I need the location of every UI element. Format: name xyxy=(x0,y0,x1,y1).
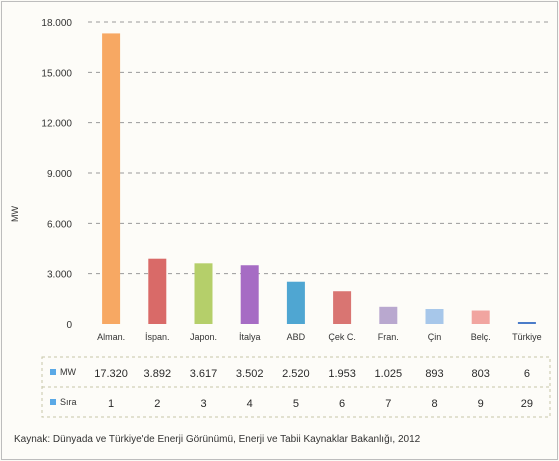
table-cell: 17.320 xyxy=(94,368,128,380)
source-note: Kaynak: Dünyada ve Türkiye'de Enerji Gör… xyxy=(14,434,421,445)
y-tick-label: 3.000 xyxy=(47,270,72,281)
x-category-label: İspan. xyxy=(145,332,170,342)
table-cell: 2.520 xyxy=(282,368,310,380)
table-cell: 7 xyxy=(385,398,391,410)
x-category-label: Belç. xyxy=(471,332,491,342)
legend-swatch xyxy=(50,369,56,375)
y-axis-label: MW xyxy=(10,206,20,222)
table-cell: 3.502 xyxy=(236,368,264,380)
table-cell: 9 xyxy=(478,398,484,410)
y-tick-label: 18.000 xyxy=(41,18,72,29)
y-tick-label: 15.000 xyxy=(41,68,72,79)
x-category-label: Fran. xyxy=(378,332,399,342)
table-cell: 6 xyxy=(339,398,345,410)
x-category-label: Çek C. xyxy=(328,332,356,342)
bar xyxy=(425,309,444,324)
table-cell: 2 xyxy=(154,398,160,410)
y-tick-label: 9.000 xyxy=(47,169,72,180)
x-category-label: Japon. xyxy=(190,332,217,342)
bar xyxy=(333,291,352,324)
y-tick-label: 0 xyxy=(66,320,72,331)
x-category-label: Çin xyxy=(428,332,442,342)
table-cell: 1 xyxy=(108,398,114,410)
table-cell: 3.617 xyxy=(190,368,218,380)
legend-label: MW xyxy=(60,367,76,377)
y-tick-label: 12.000 xyxy=(41,119,72,130)
bar xyxy=(102,33,121,325)
bar xyxy=(148,258,167,324)
bar xyxy=(286,281,305,324)
table-cell: 4 xyxy=(247,398,253,410)
table-cell: 1.953 xyxy=(328,368,356,380)
bars-layer xyxy=(102,33,536,325)
x-category-labels: Alman. İspan. Japon. İtalya ABD Çek C. Fran. Çi… xyxy=(97,332,542,342)
data-table: MW 17.320 3.892 3.617 3.502 2.520 1.953 1.025 89… xyxy=(41,356,551,418)
grid-layer: 0 3.000 6.000 9.000 12.000 15.000 18.000 xyxy=(41,18,550,331)
table-cell: 1.025 xyxy=(375,368,403,380)
x-category-label: ABD xyxy=(287,332,306,342)
table-cell: 6 xyxy=(524,368,530,380)
table-cell: 5 xyxy=(293,398,299,410)
x-category-label: Alman. xyxy=(97,332,125,342)
table-cell: 803 xyxy=(472,368,490,380)
table-cell: 8 xyxy=(431,398,437,410)
bar xyxy=(471,310,490,324)
table-cell: 3.892 xyxy=(144,368,172,380)
y-tick-label: 6.000 xyxy=(47,219,72,230)
legend-swatch xyxy=(50,399,56,405)
table-cell: 3 xyxy=(200,398,206,410)
legend-label: Sıra xyxy=(60,397,77,407)
bar xyxy=(194,263,213,324)
bar xyxy=(379,306,398,324)
x-category-label: Türkiye xyxy=(512,332,542,342)
table-cell: 29 xyxy=(521,398,533,410)
chart-svg: 0 3.000 6.000 9.000 12.000 15.000 18.000 Alman… xyxy=(10,18,551,418)
bar xyxy=(517,322,536,324)
x-category-label: İtalya xyxy=(239,332,261,342)
bar xyxy=(240,265,259,324)
table-cell: 893 xyxy=(425,368,443,380)
